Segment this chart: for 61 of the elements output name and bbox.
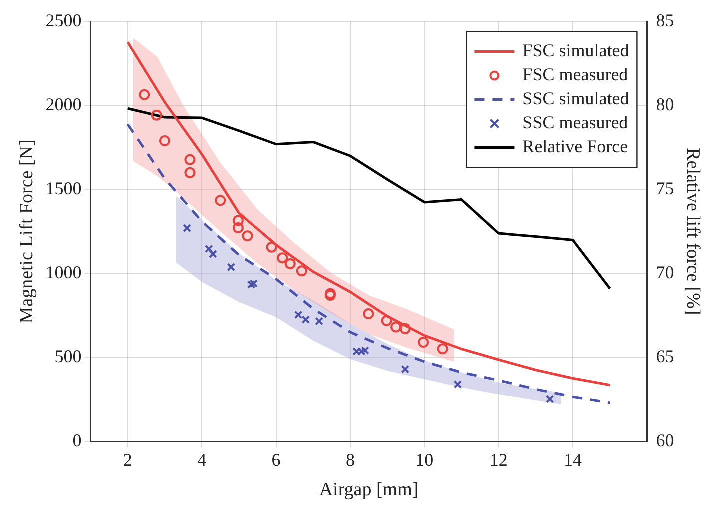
y2-tick-label: 80 (656, 94, 674, 114)
point (232, 222, 244, 234)
y2-tick-label: 70 (656, 262, 674, 282)
y-tick-label: 1500 (46, 178, 82, 198)
point (296, 266, 308, 277)
legend-label: Relative Force (522, 136, 628, 157)
legend-label: SSC measured (522, 112, 628, 133)
point (352, 347, 361, 356)
x-tick-label: 10 (416, 450, 434, 470)
point (151, 110, 162, 121)
y2-tick-label: 85 (656, 10, 674, 31)
x-tick-label: 6 (272, 450, 281, 470)
x-tick-label: 2 (123, 450, 132, 470)
point (215, 195, 226, 206)
point (401, 365, 410, 374)
point (227, 263, 236, 272)
point (454, 380, 462, 389)
x-tick-label: 14 (564, 450, 582, 470)
point (247, 280, 256, 289)
point (390, 322, 402, 333)
point (400, 323, 411, 334)
point (363, 308, 374, 320)
y-tick-label: 500 (54, 346, 82, 366)
y2-tick-label: 65 (656, 346, 674, 366)
legend-label: FSC simulated (522, 40, 630, 61)
x-tick-label: 12 (490, 450, 508, 470)
point (183, 224, 192, 233)
y-axis-title: Magnetic Lift Force [N] (16, 140, 38, 324)
point (381, 315, 392, 326)
point (209, 250, 218, 258)
x-tick-label: 4 (198, 450, 207, 470)
point (184, 154, 196, 166)
point (204, 244, 214, 254)
point (184, 167, 196, 178)
legend-label: SSC simulated (522, 88, 630, 109)
point (266, 242, 278, 253)
point (284, 258, 296, 270)
point (232, 215, 244, 226)
point (159, 136, 170, 147)
point (139, 89, 150, 100)
point (546, 395, 554, 404)
y-tick-label: 0 (72, 430, 82, 450)
point (242, 230, 254, 242)
point (277, 252, 288, 264)
x-tick-label: 8 (346, 450, 355, 470)
point (357, 347, 366, 356)
legend-label: FSC measured (522, 64, 628, 85)
x-axis-title: Airgap [mm] (319, 480, 419, 501)
point (250, 280, 258, 288)
y-tick-label: 2500 (46, 10, 82, 31)
point (315, 317, 324, 326)
point (302, 316, 310, 324)
point (361, 346, 370, 355)
y2-tick-label: 75 (656, 178, 674, 198)
point (294, 310, 303, 320)
point (437, 344, 448, 355)
y-tick-label: 1000 (46, 262, 82, 282)
y2-tick-label: 60 (656, 430, 674, 450)
y-tick-label: 2000 (46, 94, 82, 114)
y2-axis-title: Relative lift force [%] (682, 148, 704, 316)
point (418, 337, 430, 348)
